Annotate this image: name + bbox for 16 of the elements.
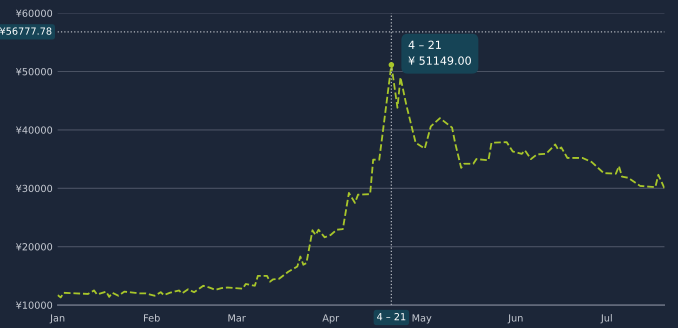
annotation: 4 – 21 ¥ 51149.00: [408, 40, 471, 65]
x-tick-label: Apr: [322, 314, 340, 324]
x-tick-label: Mar: [228, 314, 246, 322]
y-tick-label: ¥50000: [16, 68, 52, 76]
y-tick-label: ¥30000: [16, 184, 52, 192]
y-tick-label: ¥10000: [16, 302, 52, 309]
ref-line-label: 4 – 21: [377, 313, 406, 320]
x-tick-label: Jun: [508, 314, 523, 324]
x-tick-label: May: [412, 314, 432, 324]
ref-line-label: ¥56777.78: [0, 27, 52, 35]
x-tick-label: Jan: [50, 314, 64, 324]
x-tick-label: Jul: [600, 314, 612, 324]
y-tick-label: ¥40000: [16, 126, 52, 134]
y-tick-label: ¥20000: [16, 243, 52, 250]
x-tick-label: Feb: [144, 314, 160, 322]
y-tick-label: ¥60000: [16, 10, 52, 17]
